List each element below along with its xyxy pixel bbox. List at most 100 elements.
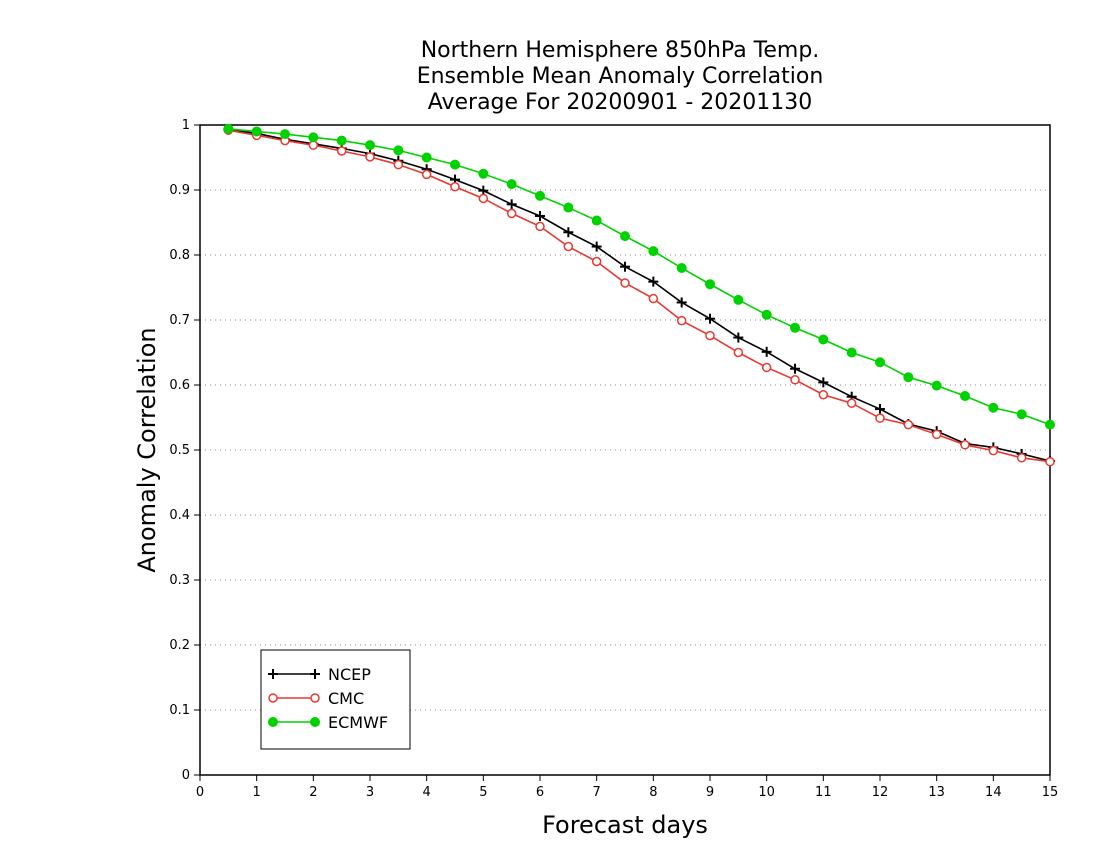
data-point-plus xyxy=(705,313,715,324)
data-point-open-circle xyxy=(818,390,829,400)
data-point-open-circle xyxy=(478,193,489,204)
data-point-filled-circle xyxy=(846,347,857,358)
data-point-filled-circle xyxy=(705,279,715,290)
data-point-open-circle xyxy=(1016,453,1027,463)
data-point-filled-circle xyxy=(310,717,320,727)
data-point-filled-circle xyxy=(733,294,744,305)
data-point-open-circle xyxy=(421,169,432,180)
data-point-filled-circle xyxy=(591,215,602,226)
data-point-open-circle xyxy=(988,445,999,456)
data-point-plus xyxy=(268,669,278,679)
data-point-plus xyxy=(620,261,630,272)
x-tick-label: 1 xyxy=(253,785,261,800)
chart-title-line: Northern Hemisphere 850hPa Temp. xyxy=(421,38,820,63)
data-point-open-circle xyxy=(931,429,942,440)
data-point-open-circle xyxy=(761,362,772,373)
legend-item-ecmwf: ECMWF xyxy=(268,713,388,732)
data-point-open-circle xyxy=(790,375,800,385)
y-axis-title: Anomaly Correlation xyxy=(133,327,161,572)
x-tick-label: 3 xyxy=(366,785,374,800)
data-point-filled-circle xyxy=(308,132,319,143)
data-point-filled-circle xyxy=(1045,419,1055,430)
data-point-filled-circle xyxy=(1016,409,1027,420)
data-point-open-circle xyxy=(268,693,278,703)
x-tick-label: 4 xyxy=(423,785,431,800)
x-tick-label: 7 xyxy=(593,785,601,800)
x-tick-label: 5 xyxy=(479,785,487,800)
series-cmc xyxy=(223,125,1055,467)
x-tick-label: 10 xyxy=(758,785,775,800)
legend-label: ECMWF xyxy=(328,713,388,732)
data-point-plus xyxy=(648,276,659,287)
data-point-filled-circle xyxy=(818,334,829,345)
data-point-plus xyxy=(818,377,829,388)
data-point-plus xyxy=(875,404,885,415)
data-point-filled-circle xyxy=(790,322,800,333)
x-tick-label: 14 xyxy=(985,785,1002,800)
data-point-plus xyxy=(563,227,574,238)
series-ncep xyxy=(223,124,1055,467)
data-point-filled-circle xyxy=(280,129,290,140)
data-point-open-circle xyxy=(648,293,659,304)
data-point-filled-circle xyxy=(268,717,278,727)
data-point-open-circle xyxy=(506,208,517,219)
y-tick-label: 0 xyxy=(182,768,190,783)
y-tick-label: 1 xyxy=(182,118,190,133)
data-point-open-circle xyxy=(1045,456,1055,467)
data-point-plus xyxy=(506,199,517,210)
data-point-open-circle xyxy=(733,347,744,358)
y-tick-label: 0.8 xyxy=(169,248,190,263)
data-point-filled-circle xyxy=(676,263,687,273)
data-point-plus xyxy=(790,363,800,374)
series xyxy=(223,123,1055,467)
data-point-open-circle xyxy=(705,330,715,341)
data-point-filled-circle xyxy=(365,140,375,151)
x-tick-label: 9 xyxy=(706,785,714,800)
legend-label: NCEP xyxy=(328,665,371,684)
y-tick-label: 0.2 xyxy=(169,638,190,653)
legend-item-ncep: NCEP xyxy=(268,665,371,684)
series-line xyxy=(228,129,1051,463)
series-line xyxy=(228,128,1051,462)
y-tick-label: 0.6 xyxy=(169,378,190,393)
data-point-plus xyxy=(733,332,744,343)
data-point-open-circle xyxy=(960,440,970,450)
data-point-filled-circle xyxy=(903,372,914,383)
x-tick-label: 2 xyxy=(309,785,317,800)
x-tick-label: 13 xyxy=(928,785,945,800)
x-axis-title: Forecast days xyxy=(542,811,708,839)
y-tick-label: 0.4 xyxy=(169,508,190,523)
data-point-open-circle xyxy=(846,398,857,408)
data-point-filled-circle xyxy=(506,179,517,190)
data-point-plus xyxy=(591,241,602,252)
data-point-filled-circle xyxy=(393,145,404,156)
x-tick-label: 11 xyxy=(815,785,832,800)
x-tick-label: 8 xyxy=(649,785,657,800)
data-point-filled-circle xyxy=(450,159,460,170)
data-point-open-circle xyxy=(393,159,404,170)
data-point-filled-circle xyxy=(421,152,432,163)
data-point-filled-circle xyxy=(960,391,970,402)
x-axis: 0 1 2 3 4 5 6 7 8 9 10 11 12 13 14 15 xyxy=(196,775,1058,800)
data-point-plus xyxy=(535,211,545,221)
data-point-open-circle xyxy=(563,241,574,252)
data-point-filled-circle xyxy=(478,168,489,179)
x-tick-label: 12 xyxy=(872,785,889,800)
y-axis: 0 0.1 0.2 0.3 0.4 0.5 0.6 0.7 0.8 0.9 1 xyxy=(169,118,200,783)
legend-item-cmc: CMC xyxy=(268,689,364,708)
legend-box xyxy=(260,649,411,750)
data-point-plus xyxy=(310,669,320,679)
data-point-filled-circle xyxy=(223,123,234,134)
data-point-filled-circle xyxy=(563,202,574,213)
y-tick-label: 0.5 xyxy=(169,443,190,458)
data-point-open-circle xyxy=(310,693,320,703)
data-point-open-circle xyxy=(535,221,545,232)
chart-title-line: Ensemble Mean Anomaly Correlation xyxy=(417,64,824,89)
series-line xyxy=(228,128,1051,426)
data-point-filled-circle xyxy=(875,357,885,368)
data-point-open-circle xyxy=(450,182,460,192)
y-tick-label: 0.3 xyxy=(169,573,190,588)
y-tick-label: 0.1 xyxy=(169,703,190,718)
x-tick-label: 6 xyxy=(536,785,544,800)
